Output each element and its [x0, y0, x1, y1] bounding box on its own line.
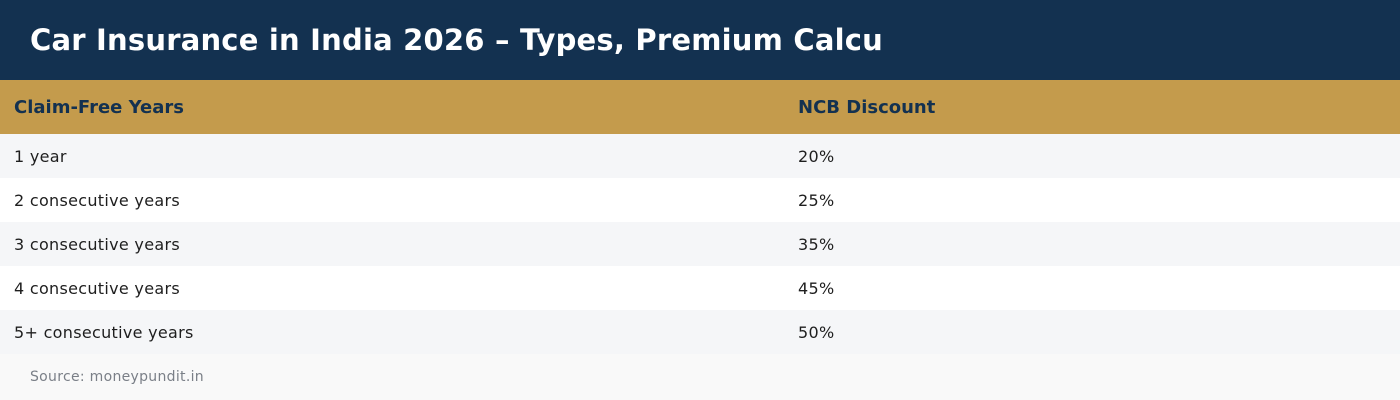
source-note: Source: moneypundit.in [30, 369, 204, 385]
page-title: Car Insurance in India 2026 – Types, Pre… [30, 23, 883, 57]
ncb-discount-cell: 50% [798, 322, 835, 342]
claim-free-years-cell: 3 consecutive years [14, 234, 180, 254]
claim-free-years-cell: 2 consecutive years [14, 190, 180, 210]
claim-free-years-cell: 5+ consecutive years [14, 322, 194, 342]
ncb-discount-cell: 25% [798, 190, 835, 210]
table-row: 4 consecutive years 45% [0, 266, 1400, 310]
table-row: 5+ consecutive years 50% [0, 310, 1400, 354]
source-bar: Source: moneypundit.in [0, 354, 1400, 400]
ncb-discount-cell: 35% [798, 234, 835, 254]
title-bar: Car Insurance in India 2026 – Types, Pre… [0, 0, 1400, 80]
claim-free-years-cell: 1 year [14, 146, 67, 166]
table-row: 1 year 20% [0, 134, 1400, 178]
table-header-row: Claim-Free Years NCB Discount [0, 80, 1400, 134]
ncb-discount-cell: 20% [798, 146, 835, 166]
table-row: 2 consecutive years 25% [0, 178, 1400, 222]
column-header-ncb-discount: NCB Discount [798, 96, 936, 118]
ncb-discount-cell: 45% [798, 278, 835, 298]
column-header-claim-free-years: Claim-Free Years [14, 96, 184, 118]
claim-free-years-cell: 4 consecutive years [14, 278, 180, 298]
table-row: 3 consecutive years 35% [0, 222, 1400, 266]
ncb-discount-table: Claim-Free Years NCB Discount 1 year 20%… [0, 80, 1400, 354]
